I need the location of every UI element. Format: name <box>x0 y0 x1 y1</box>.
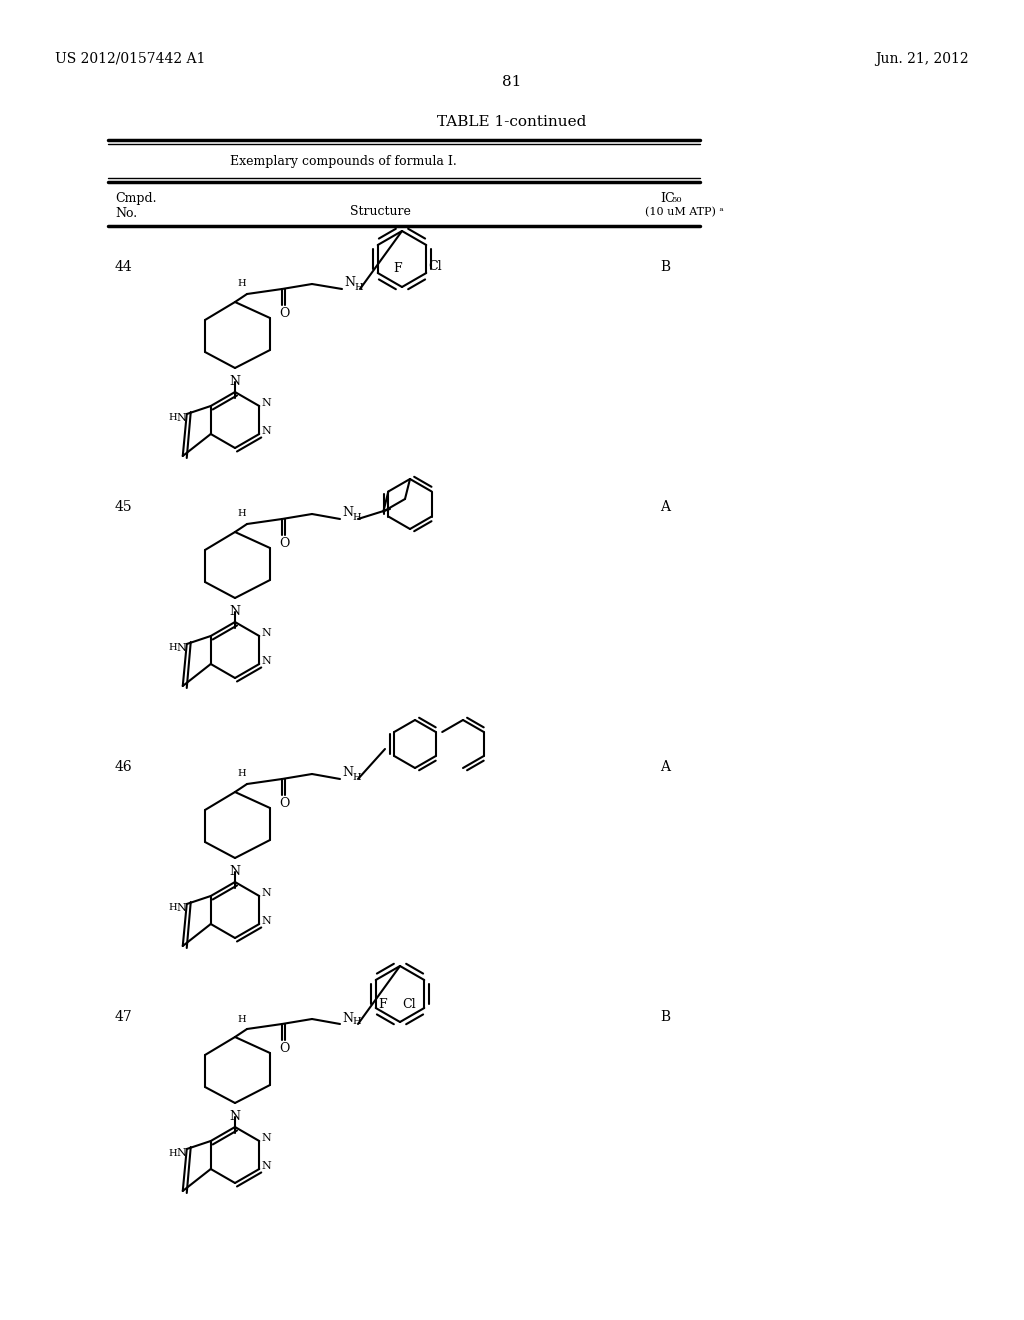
Text: N: N <box>177 903 186 913</box>
Text: N: N <box>261 426 271 436</box>
Text: H: H <box>354 282 362 292</box>
Text: 46: 46 <box>115 760 133 774</box>
Text: Cl: Cl <box>428 260 442 273</box>
Text: Structure: Structure <box>349 205 411 218</box>
Text: H: H <box>168 903 177 912</box>
Text: N: N <box>229 865 241 878</box>
Text: N: N <box>177 643 186 653</box>
Text: (10 uM ATP) ᵃ: (10 uM ATP) ᵃ <box>645 207 724 218</box>
Text: O: O <box>279 797 289 810</box>
Text: US 2012/0157442 A1: US 2012/0157442 A1 <box>55 51 206 66</box>
Text: N: N <box>177 1148 186 1158</box>
Text: H: H <box>237 510 246 519</box>
Text: H: H <box>168 1148 177 1158</box>
Text: Jun. 21, 2012: Jun. 21, 2012 <box>876 51 969 66</box>
Text: 50: 50 <box>671 195 682 205</box>
Text: N: N <box>261 916 271 927</box>
Text: N: N <box>229 375 241 388</box>
Text: N: N <box>229 605 241 618</box>
Text: F: F <box>379 998 387 1011</box>
Text: N: N <box>342 507 353 520</box>
Text: F: F <box>393 263 402 276</box>
Text: O: O <box>279 1041 289 1055</box>
Text: B: B <box>660 260 670 275</box>
Text: N: N <box>344 276 355 289</box>
Text: N: N <box>261 888 271 898</box>
Text: H: H <box>237 280 246 289</box>
Text: 45: 45 <box>115 500 133 513</box>
Text: O: O <box>279 308 289 319</box>
Text: IC: IC <box>660 191 675 205</box>
Text: N: N <box>261 399 271 408</box>
Text: H: H <box>237 1015 246 1023</box>
Text: No.: No. <box>115 207 137 220</box>
Text: H: H <box>237 770 246 779</box>
Text: N: N <box>261 1133 271 1143</box>
Text: 47: 47 <box>115 1010 133 1024</box>
Text: H: H <box>168 644 177 652</box>
Text: 81: 81 <box>503 75 521 88</box>
Text: TABLE 1-continued: TABLE 1-continued <box>437 115 587 129</box>
Text: O: O <box>279 537 289 550</box>
Text: N: N <box>261 656 271 667</box>
Text: A: A <box>660 760 670 774</box>
Text: B: B <box>660 1010 670 1024</box>
Text: Exemplary compounds of formula I.: Exemplary compounds of formula I. <box>230 154 457 168</box>
Text: N: N <box>229 1110 241 1123</box>
Text: H: H <box>352 1018 360 1027</box>
Text: H: H <box>352 772 360 781</box>
Text: N: N <box>177 413 186 422</box>
Text: Cl: Cl <box>402 998 416 1011</box>
Text: N: N <box>261 628 271 638</box>
Text: N: N <box>342 767 353 780</box>
Text: A: A <box>660 500 670 513</box>
Text: N: N <box>342 1011 353 1024</box>
Text: H: H <box>168 413 177 422</box>
Text: Cmpd.: Cmpd. <box>115 191 157 205</box>
Text: 44: 44 <box>115 260 133 275</box>
Text: N: N <box>261 1162 271 1171</box>
Text: H: H <box>352 512 360 521</box>
